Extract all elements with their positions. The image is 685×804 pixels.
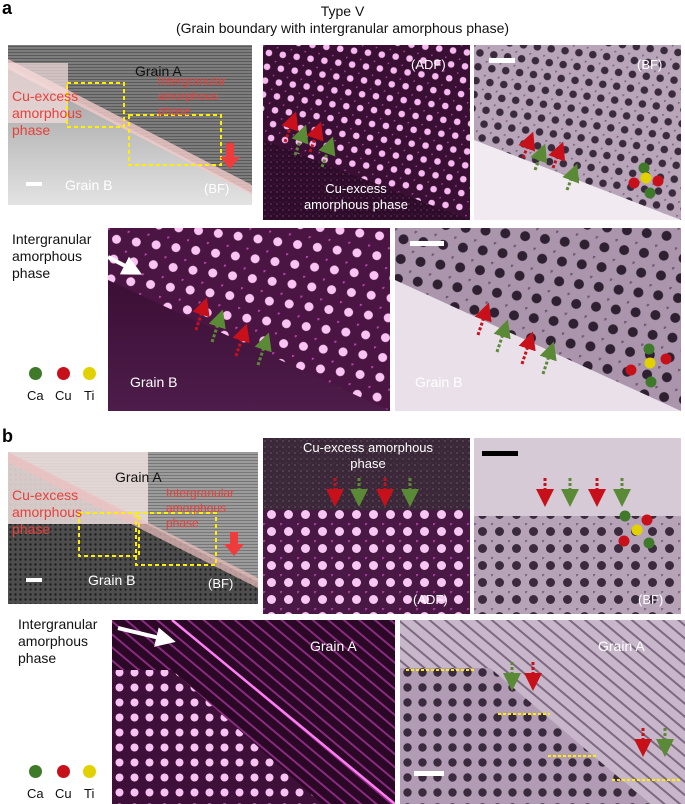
a-bf-bottom-grain: Grain B bbox=[415, 374, 463, 390]
b-legend-ca-dot bbox=[29, 765, 42, 778]
a-overview-grain-b: Grain B bbox=[65, 177, 113, 193]
b-legend-ti-dot bbox=[83, 765, 96, 778]
b-bf-bottom-graphics bbox=[400, 620, 685, 804]
a-adf-bottom-image: Grain B bbox=[108, 228, 390, 411]
figure-subtitle: (Grain boundary with intergranular amorp… bbox=[175, 20, 510, 36]
a-side-label: Intergranular amorphous phase bbox=[12, 231, 92, 281]
a-legend-ti: Ti bbox=[84, 388, 95, 403]
b-overview-image: Grain A Grain B (BF) Intergranular amorp… bbox=[8, 452, 258, 604]
b-overview-mode: (BF) bbox=[208, 576, 234, 591]
b-legend-ca: Ca bbox=[27, 786, 44, 801]
a-bf-top-mode: (BF) bbox=[637, 57, 663, 72]
a-bf-top-image: (BF) bbox=[474, 45, 681, 220]
panel-letter-a: a bbox=[2, 0, 13, 18]
b-side-label: Intergranular amorphous phase bbox=[18, 616, 98, 666]
figure-title: Type V bbox=[320, 3, 365, 19]
b-adf-top-mode: (ADF) bbox=[413, 592, 448, 607]
a-legend-ca-dot bbox=[29, 367, 42, 380]
a-bf-top-graphics bbox=[474, 45, 681, 220]
b-bf-top-image: (BF) bbox=[474, 438, 681, 614]
a-bf-bottom-image: Grain B bbox=[395, 228, 681, 411]
a-overview-mode: (BF) bbox=[204, 181, 230, 196]
a-overview-graphics bbox=[8, 59, 252, 205]
a-overview-intergranular: Intergranular amorphous phase bbox=[158, 74, 227, 118]
b-adf-bottom-image: Grain A bbox=[112, 620, 395, 804]
b-adf-top-image: Cu-excess amorphous phase (ADF) bbox=[263, 438, 470, 614]
b-bf-top-graphics bbox=[474, 451, 681, 614]
b-overview-intergranular: Intergranular amorphous phase bbox=[166, 486, 235, 530]
b-adf-top-graphics bbox=[263, 438, 470, 614]
b-adf-bottom-grain: Grain A bbox=[310, 638, 357, 654]
panel-letter-b: b bbox=[2, 426, 13, 446]
a-overview-cu-excess: Cu-excess amorphous phase bbox=[12, 88, 83, 138]
a-legend-ca: Ca bbox=[27, 388, 44, 403]
a-legend-cu: Cu bbox=[55, 388, 72, 403]
a-overview-grain-a: Grain A bbox=[135, 63, 182, 79]
a-bf-bottom-graphics bbox=[395, 228, 681, 411]
b-overview-graphics bbox=[8, 452, 258, 604]
a-adf-top-image: (ADF) Cu-excess amorphous phase bbox=[263, 45, 470, 220]
b-adf-bottom-graphics bbox=[112, 620, 395, 804]
b-legend-cu-dot bbox=[57, 765, 70, 778]
b-bf-bottom-grain: Grain A bbox=[598, 638, 645, 654]
a-adf-bottom-graphics bbox=[108, 228, 390, 411]
a-overview-image: Grain A Grain B (BF) Intergranular amorp… bbox=[8, 45, 252, 205]
b-overview-grain-b: Grain B bbox=[88, 572, 136, 588]
a-adf-top-amorphous: Cu-excess amorphous phase bbox=[303, 181, 409, 212]
a-adf-top-mode: (ADF) bbox=[411, 57, 446, 72]
b-overview-cu-excess: Cu-excess amorphous phase bbox=[12, 487, 83, 537]
b-adf-top-amorphous: Cu-excess amorphous phase bbox=[302, 440, 434, 471]
b-bf-top-mode: (BF) bbox=[638, 592, 664, 607]
a-legend-ti-dot bbox=[83, 367, 96, 380]
a-legend-cu-dot bbox=[57, 367, 70, 380]
a-adf-bottom-grain: Grain B bbox=[130, 374, 178, 390]
b-overview-grain-a: Grain A bbox=[115, 469, 162, 485]
b-legend-cu: Cu bbox=[55, 786, 72, 801]
b-legend-ti: Ti bbox=[84, 786, 95, 801]
b-bf-bottom-image: Grain A bbox=[400, 620, 685, 804]
